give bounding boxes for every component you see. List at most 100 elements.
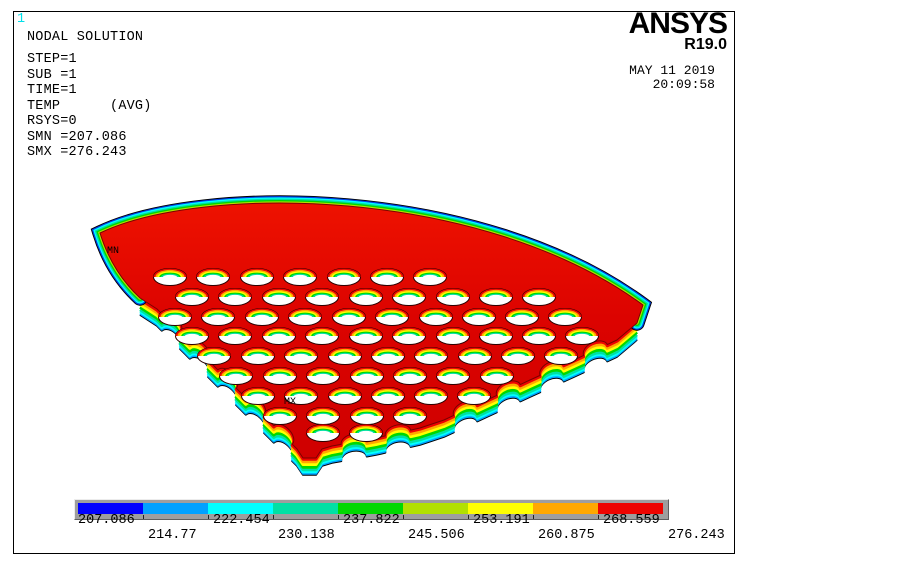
tube-hole [306,367,340,385]
min-value-marker: MN [107,246,120,257]
tube-hole [371,347,405,365]
tube-hole [158,308,192,326]
tube-hole [480,367,514,385]
tube-hole [349,327,383,345]
legend-tick [143,515,144,519]
annotation-step: STEP=1 [27,52,77,67]
tube-hole [419,308,453,326]
tube-hole [436,327,470,345]
tube-hole [413,268,447,286]
legend-color-segment [143,503,208,514]
legend-tick [533,515,534,519]
tube-hole [196,268,230,286]
legend-color-segment [468,503,533,514]
tube-hole [501,347,535,365]
legend-value: 214.77 [148,528,197,543]
tube-hole [392,288,426,306]
ansys-logo: ANSYS [628,7,728,40]
tube-hole [241,387,275,405]
tube-hole [240,268,274,286]
plot-date: MAY 11 2019 [629,63,715,78]
tube-hole [327,268,361,286]
plot-time: 20:09:58 [652,77,715,92]
tube-hole [350,407,384,425]
legend-value: 276.243 [668,528,725,543]
tube-hole [392,327,426,345]
tube-hole [393,367,427,385]
legend-value: 230.138 [278,528,335,543]
legend-tick [338,515,339,519]
tube-hole [153,268,187,286]
tube-hole [175,288,209,306]
tube-hole [283,268,317,286]
plot-number: 1 [17,12,26,27]
tube-hole [349,288,383,306]
tube-hole [218,288,252,306]
tube-hole [370,268,404,286]
legend-color-segment [533,503,598,514]
annotation-title: NODAL SOLUTION [27,30,144,45]
tube-hole [263,367,297,385]
tube-hole [522,327,556,345]
tube-hole [505,308,539,326]
legend-color-segment [208,503,273,514]
legend-value: 245.506 [408,528,465,543]
tube-hole [414,347,448,365]
tube-hole [263,407,297,425]
tube-hole [544,347,578,365]
tube-hole [245,308,279,326]
tube-hole [262,288,296,306]
tube-hole [306,407,340,425]
legend-tick [208,515,209,519]
tube-hole [548,308,582,326]
legend-value: 237.822 [343,513,400,528]
tube-hole [479,327,513,345]
legend-color-segment [78,503,143,514]
tube-hole [328,387,362,405]
legend-tick [598,515,599,519]
tube-hole [371,387,405,405]
legend-value: 253.191 [473,513,530,528]
tube-hole [288,308,322,326]
annotation-time: TIME=1 [27,83,77,98]
legend-tick [403,515,404,519]
annotation-rsys: RSYS=0 [27,114,77,129]
max-value-marker: MX [284,397,297,408]
tube-hole [436,288,470,306]
tube-hole [393,407,427,425]
legend-value: 268.559 [603,513,660,528]
legend-tick [468,515,469,519]
legend-color-segment [273,503,338,514]
annotation-smx: SMX =276.243 [27,145,127,160]
legend-color-segment [598,503,663,514]
tube-hole [305,288,339,306]
tube-hole [284,347,318,365]
tube-hole [479,288,513,306]
plate-side-wall [139,297,638,476]
tube-hole [175,327,209,345]
legend-value: 260.875 [538,528,595,543]
ansys-release: R19.0 [684,36,727,53]
tube-hole [350,367,384,385]
legend-tick [273,515,274,519]
tube-hole [284,387,318,405]
tube-hole [332,308,366,326]
annotation-smn: SMN =207.086 [27,129,127,145]
legend-value: 207.086 [78,513,135,528]
tube-hole [522,288,556,306]
tube-hole [414,387,448,405]
tube-hole [218,327,252,345]
legend-color-segment [403,503,468,514]
legend-value: 222.454 [213,513,270,528]
tube-hole [197,347,231,365]
tube-hole [241,347,275,365]
annotation-sub: SUB =1 [27,67,77,83]
tube-hole [462,308,496,326]
tube-hole [436,367,470,385]
tube-hole [565,327,599,345]
tube-hole [201,308,235,326]
annotation-temp: TEMP (AVG) [27,98,152,114]
legend-color-segment [338,503,403,514]
